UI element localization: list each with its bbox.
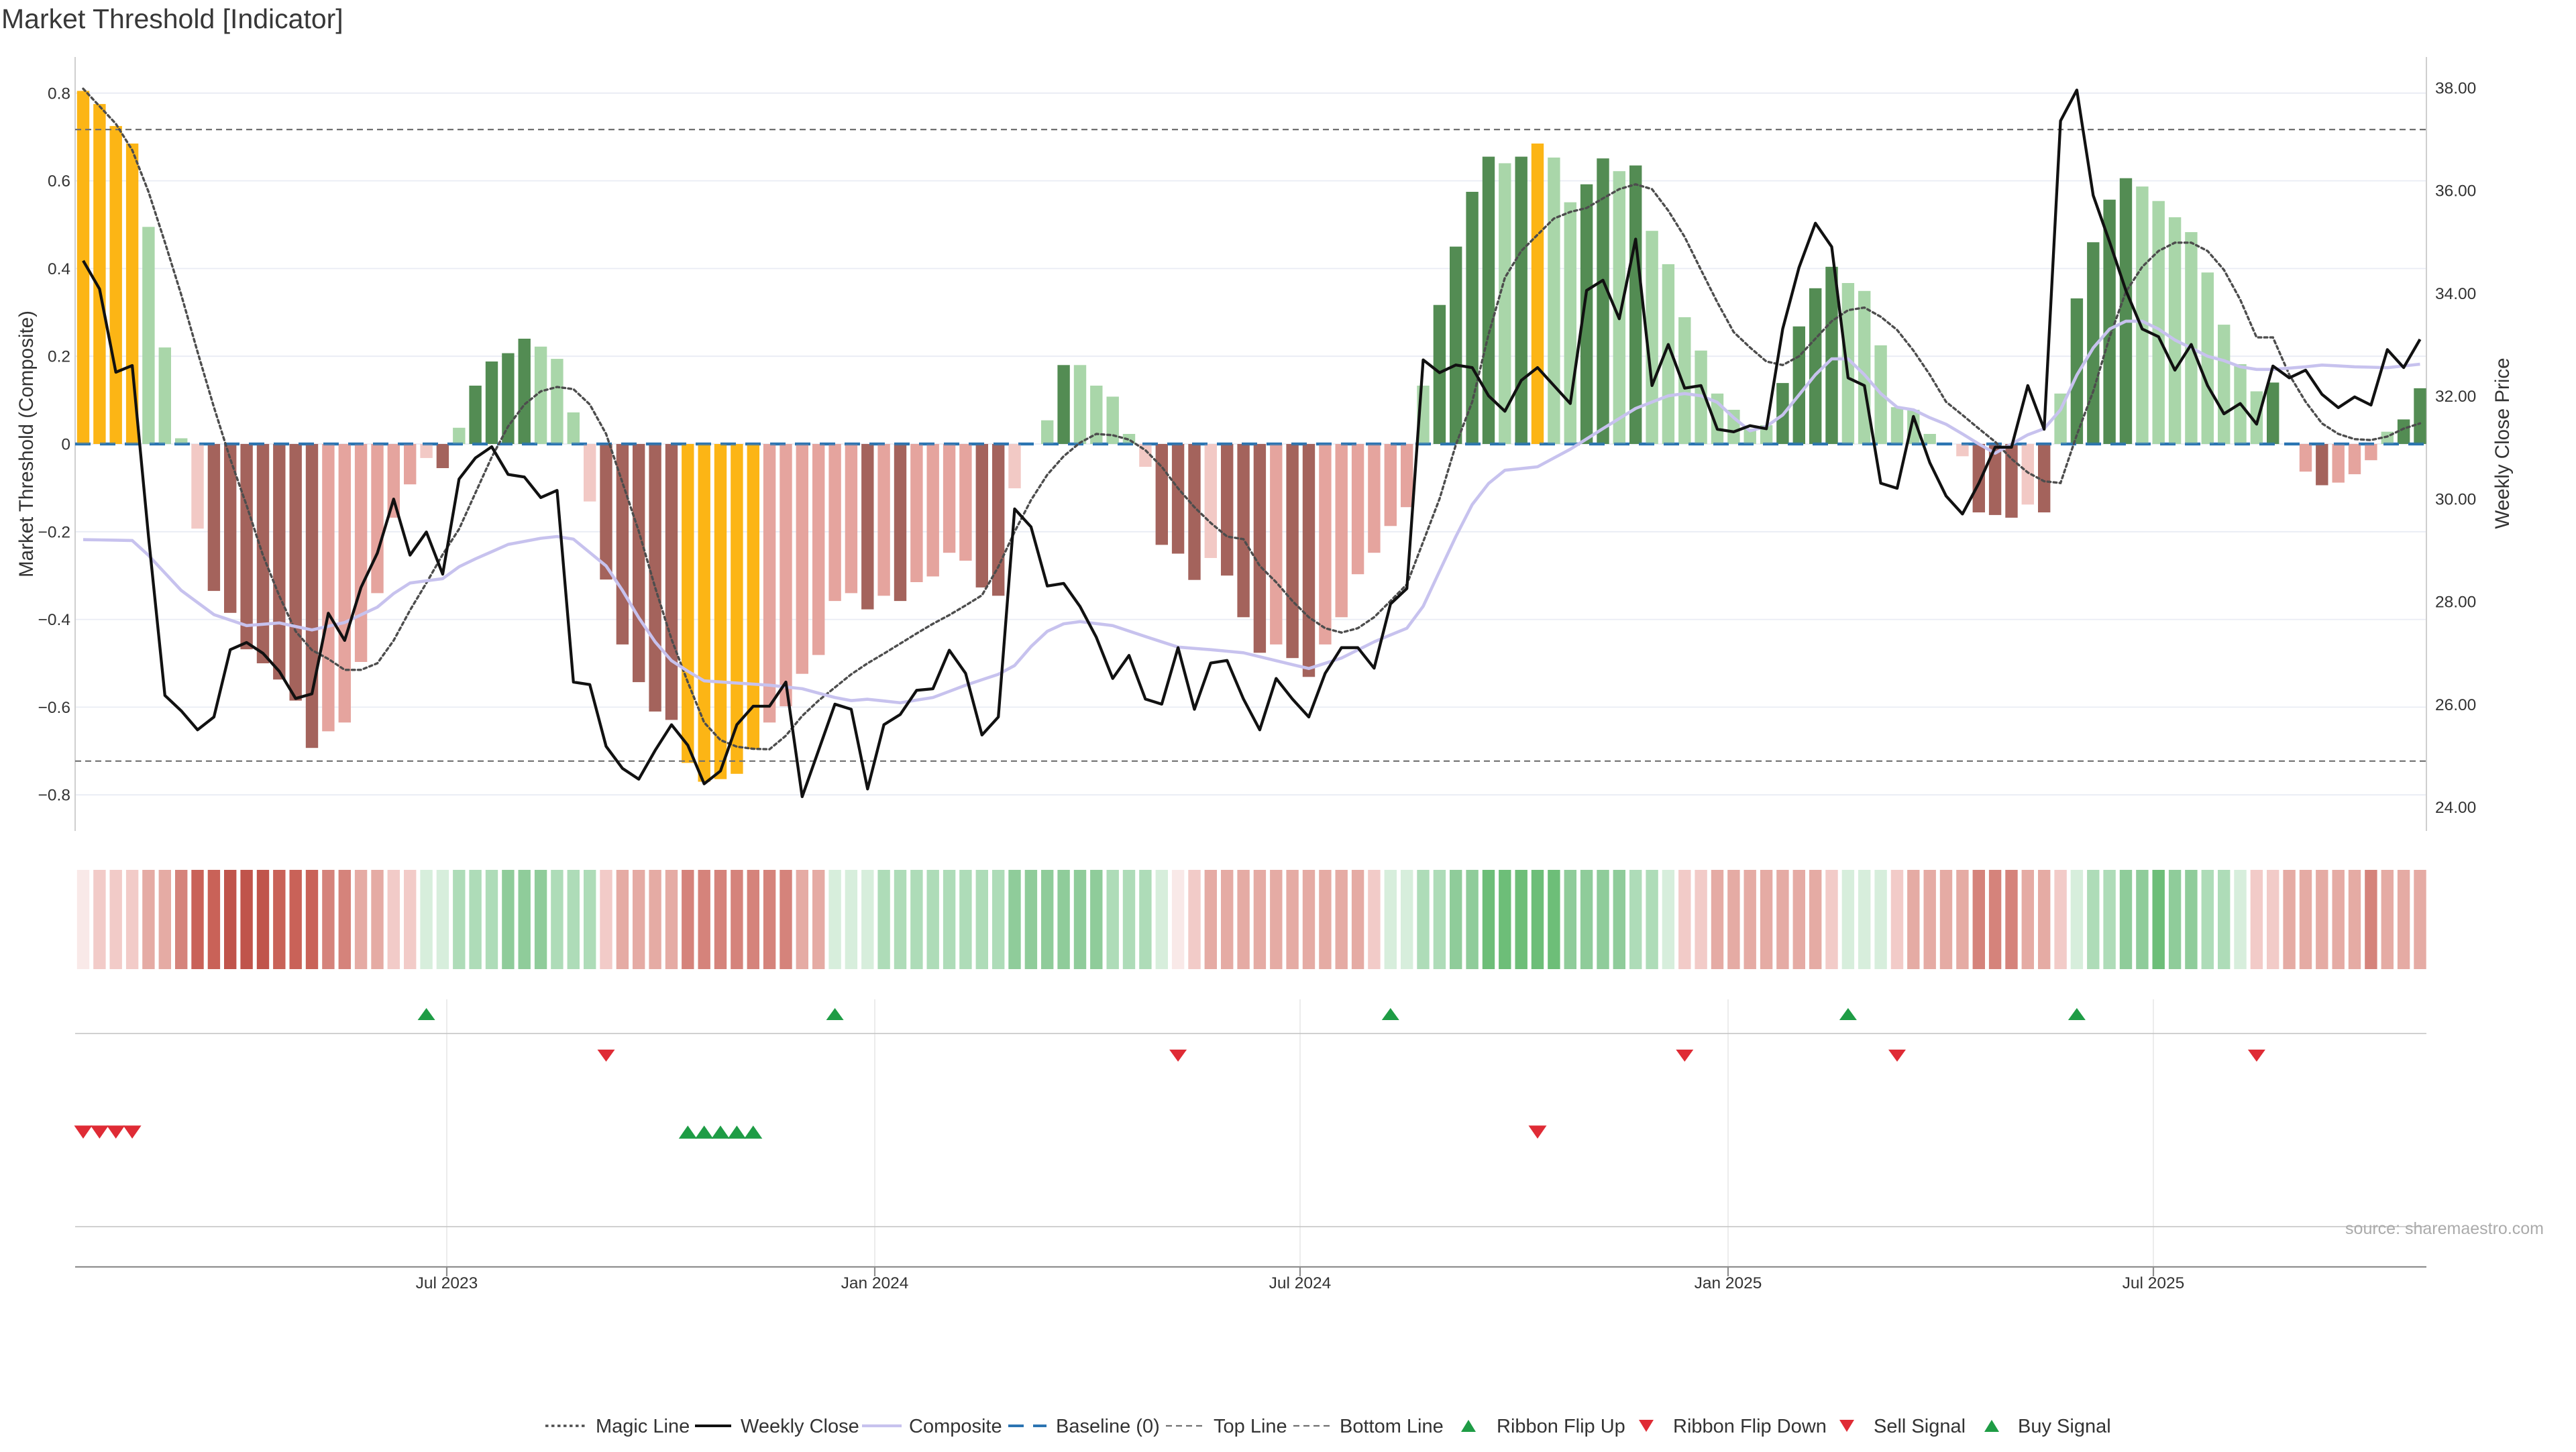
svg-text:Market Threshold [Indicator]: Market Threshold [Indicator] [1, 3, 343, 34]
svg-text:Sell Signal: Sell Signal [1874, 1416, 1966, 1437]
svg-text:26.00: 26.00 [2435, 696, 2476, 714]
svg-text:−0.4: −0.4 [38, 611, 70, 629]
svg-text:30.00: 30.00 [2435, 491, 2476, 509]
svg-text:−0.2: −0.2 [38, 523, 70, 541]
svg-text:Jul 2023: Jul 2023 [416, 1274, 478, 1292]
svg-text:Buy Signal: Buy Signal [2018, 1416, 2111, 1437]
svg-text:−0.6: −0.6 [38, 699, 70, 717]
svg-text:−0.8: −0.8 [38, 787, 70, 805]
svg-text:28.00: 28.00 [2435, 594, 2476, 612]
svg-text:Weekly Close Price: Weekly Close Price [2491, 357, 2514, 528]
svg-text:38.00: 38.00 [2435, 80, 2476, 98]
svg-text:0.6: 0.6 [48, 172, 70, 190]
svg-text:0: 0 [61, 436, 70, 454]
svg-text:0.2: 0.2 [48, 348, 70, 366]
svg-text:Jul 2025: Jul 2025 [2123, 1274, 2185, 1292]
svg-text:32.00: 32.00 [2435, 388, 2476, 406]
svg-text:34.00: 34.00 [2435, 285, 2476, 303]
svg-text:Ribbon Flip Down: Ribbon Flip Down [1673, 1416, 1827, 1437]
svg-text:Top Line: Top Line [1214, 1416, 1287, 1437]
svg-text:Baseline (0): Baseline (0) [1056, 1416, 1160, 1437]
svg-text:Jan 2025: Jan 2025 [1695, 1274, 1762, 1292]
svg-text:Weekly Close: Weekly Close [741, 1416, 859, 1437]
svg-text:36.00: 36.00 [2435, 182, 2476, 201]
svg-text:0.8: 0.8 [48, 85, 70, 103]
svg-text:Bottom Line: Bottom Line [1340, 1416, 1444, 1437]
svg-text:Composite: Composite [909, 1416, 1002, 1437]
svg-text:0.4: 0.4 [48, 260, 70, 278]
svg-text:source: sharemaestro.com: source: sharemaestro.com [2345, 1219, 2544, 1238]
svg-text:Jul 2024: Jul 2024 [1269, 1274, 1332, 1292]
svg-text:24.00: 24.00 [2435, 799, 2476, 817]
svg-text:Jan 2024: Jan 2024 [841, 1274, 909, 1292]
svg-text:Magic Line: Magic Line [596, 1416, 690, 1437]
svg-text:Ribbon Flip Up: Ribbon Flip Up [1497, 1416, 1625, 1437]
svg-text:Market Threshold (Composite): Market Threshold (Composite) [15, 311, 38, 577]
